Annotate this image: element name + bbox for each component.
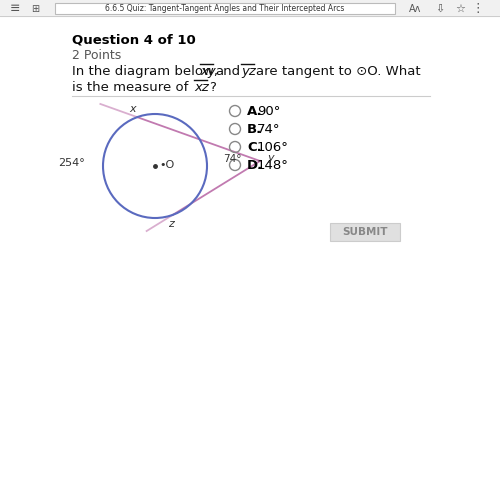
Text: z: z	[168, 219, 173, 229]
Text: xz: xz	[194, 81, 209, 94]
Text: y: y	[267, 153, 274, 163]
Text: Question 4 of 10: Question 4 of 10	[72, 33, 196, 46]
Text: ☆: ☆	[455, 4, 465, 14]
Text: 74°: 74°	[257, 123, 280, 135]
Text: 106°: 106°	[257, 140, 289, 153]
Bar	[0, 0, 500, 16]
Text: ⊞: ⊞	[31, 4, 39, 14]
Text: and: and	[215, 65, 240, 78]
Text: In the diagram below,: In the diagram below,	[72, 65, 218, 78]
Text: C.: C.	[247, 140, 262, 153]
Bar	[55, 3, 395, 14]
Text: •O: •O	[159, 160, 174, 170]
Text: yz: yz	[241, 65, 256, 78]
Text: D.: D.	[247, 158, 263, 171]
Text: xy: xy	[200, 65, 216, 78]
Text: are tangent to ⊙O. What: are tangent to ⊙O. What	[256, 65, 420, 78]
Text: x: x	[129, 104, 136, 114]
Text: SUBMIT: SUBMIT	[342, 227, 388, 237]
Text: A.: A.	[247, 105, 262, 118]
Bar	[330, 223, 400, 241]
Text: Aʌ: Aʌ	[409, 4, 421, 14]
Text: ⇩: ⇩	[436, 4, 444, 14]
Text: 74°: 74°	[224, 154, 242, 164]
Text: is the measure of: is the measure of	[72, 81, 188, 94]
Text: 2 Points: 2 Points	[72, 49, 121, 62]
Text: ⋮: ⋮	[472, 2, 484, 15]
Text: ≡: ≡	[10, 2, 20, 15]
Text: B.: B.	[247, 123, 262, 135]
Text: 6.6.5 Quiz: Tangent-Tangent Angles and Their Intercepted Arcs: 6.6.5 Quiz: Tangent-Tangent Angles and T…	[106, 4, 344, 13]
Text: ?: ?	[209, 81, 216, 94]
Text: 90°: 90°	[257, 105, 280, 118]
Text: 148°: 148°	[257, 158, 289, 171]
Text: 254°: 254°	[58, 158, 85, 168]
